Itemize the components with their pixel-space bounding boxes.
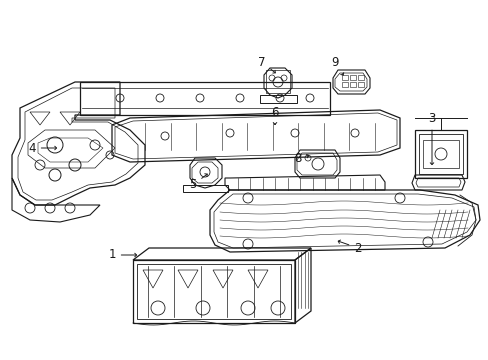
Text: 7: 7 bbox=[258, 55, 275, 73]
Text: 8: 8 bbox=[294, 152, 308, 165]
Text: 9: 9 bbox=[330, 55, 343, 75]
Text: 4: 4 bbox=[28, 141, 57, 154]
Text: 1: 1 bbox=[108, 248, 136, 261]
Text: 3: 3 bbox=[427, 112, 435, 165]
Text: 5: 5 bbox=[189, 174, 207, 192]
Text: 6: 6 bbox=[271, 105, 278, 125]
Text: 2: 2 bbox=[338, 240, 361, 255]
